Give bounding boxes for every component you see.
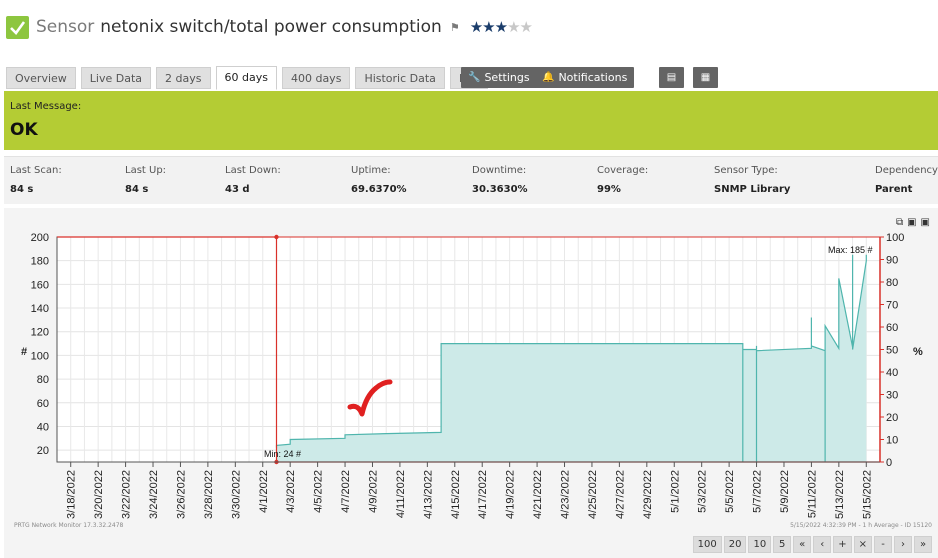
stat-label: Coverage: [597, 165, 649, 176]
stat-label: Sensor Type: [714, 165, 778, 176]
stat-value: SNMP Library [714, 184, 791, 195]
tab-400-days[interactable]: 400 days [281, 67, 351, 89]
stat-sensor-type: Sensor Type: SNMP Library [714, 165, 790, 195]
wrench-icon: 🔧 [468, 72, 481, 83]
last-message-value: OK [10, 120, 38, 140]
stat-value: 69.6370% [351, 184, 407, 195]
settings-button[interactable]: 🔧 Settings [461, 67, 537, 88]
last-message-label: Last Message: [10, 101, 82, 112]
popout-icon[interactable]: ⧉ [895, 217, 904, 228]
pager-button[interactable]: › [894, 536, 912, 553]
notifications-label: Notifications [558, 71, 628, 84]
stat-value: Parent [875, 184, 913, 195]
tab-historic-data[interactable]: Historic Data [355, 67, 445, 89]
stat-value: 99% [597, 184, 621, 195]
settings-label: Settings [484, 71, 530, 84]
graph-panel: ⧉ ▣ ▣ [4, 208, 938, 558]
stat-dependency: Dependency: Parent [875, 165, 938, 195]
pager-button[interactable]: 100 [692, 536, 722, 553]
stat-value: 84 s [125, 184, 149, 195]
pager-button[interactable]: 20 [723, 536, 747, 553]
footer-version: PRTG Network Monitor 17.3.32.2478 [14, 522, 124, 529]
pager: 100 20 10 5 «‹ + × - ›» [692, 536, 932, 553]
sensor-stats-bar: Last Scan: 84 s Last Up: 84 s Last Down:… [4, 156, 938, 204]
tab-2-days[interactable]: 2 days [156, 67, 211, 89]
star-icon[interactable]: ★ [519, 18, 533, 36]
stat-label: Dependency: [875, 165, 938, 176]
stat-value: 30.3630% [472, 184, 528, 195]
stat-label: Last Down: [225, 165, 281, 176]
sensor-name: netonix switch/total power consumption [100, 17, 442, 37]
footer-timestamp: 5/15/2022 4:32:39 PM - 1 h Average - ID … [790, 522, 932, 529]
stat-label: Uptime: [351, 165, 391, 176]
pager-button[interactable]: × [853, 536, 872, 553]
pager-button[interactable]: » [914, 536, 932, 553]
stat-last-down: Last Down: 43 d [225, 165, 281, 195]
bell-icon: 🔔 [542, 72, 555, 83]
stat-downtime: Downtime: 30.3630% [472, 165, 528, 195]
stat-uptime: Uptime: 69.6370% [351, 165, 407, 195]
notifications-button[interactable]: 🔔 Notifications [535, 67, 635, 88]
comment-icon: ▤ [666, 72, 677, 83]
flag-icon[interactable]: ⚑ [449, 20, 460, 34]
star-icon[interactable]: ★ [507, 18, 520, 36]
star-icon[interactable]: ★ [469, 18, 483, 36]
comment-button[interactable]: ▤ [659, 67, 684, 88]
stat-value: 84 s [10, 184, 34, 195]
pager-button[interactable]: + [833, 536, 852, 553]
last-message-panel: Last Message: OK [4, 91, 938, 150]
save-image-icon[interactable]: ▣ [907, 217, 917, 228]
sensor-title-bar: Sensor netonix switch/total power consum… [6, 12, 533, 42]
pager-button[interactable]: 10 [748, 536, 772, 553]
stat-coverage: Coverage: 99% [597, 165, 648, 195]
pager-button[interactable]: - [874, 536, 892, 553]
stat-last-up: Last Up: 84 s [125, 165, 166, 195]
notes-button[interactable]: ▦ [693, 67, 718, 88]
notes-icon: ▦ [700, 72, 711, 83]
star-icon[interactable]: ★ [482, 18, 495, 36]
stat-value: 43 d [225, 184, 250, 195]
star-icon[interactable]: ★ [494, 18, 508, 36]
graph-toolbar: ⧉ ▣ ▣ [896, 218, 930, 228]
tab-60-days[interactable]: 60 days [215, 66, 277, 90]
pager-button[interactable]: 5 [773, 536, 792, 553]
tab-live-data[interactable]: Live Data [80, 67, 152, 89]
download-icon[interactable]: ▣ [920, 217, 930, 228]
pager-button[interactable]: ‹ [813, 536, 832, 553]
priority-stars[interactable]: ★★★★★ [469, 18, 533, 36]
stat-label: Last Up: [125, 165, 167, 176]
tab-bar: Overview Live Data 2 days 60 days 400 da… [6, 66, 493, 90]
stat-label: Last Scan: [10, 165, 62, 176]
pager-button[interactable]: « [793, 536, 812, 553]
stat-last-scan: Last Scan: 84 s [10, 165, 62, 195]
tab-overview[interactable]: Overview [6, 67, 76, 89]
title-prefix: Sensor [36, 17, 95, 37]
stat-label: Downtime: [472, 165, 527, 176]
status-ok-check-icon [6, 15, 29, 39]
